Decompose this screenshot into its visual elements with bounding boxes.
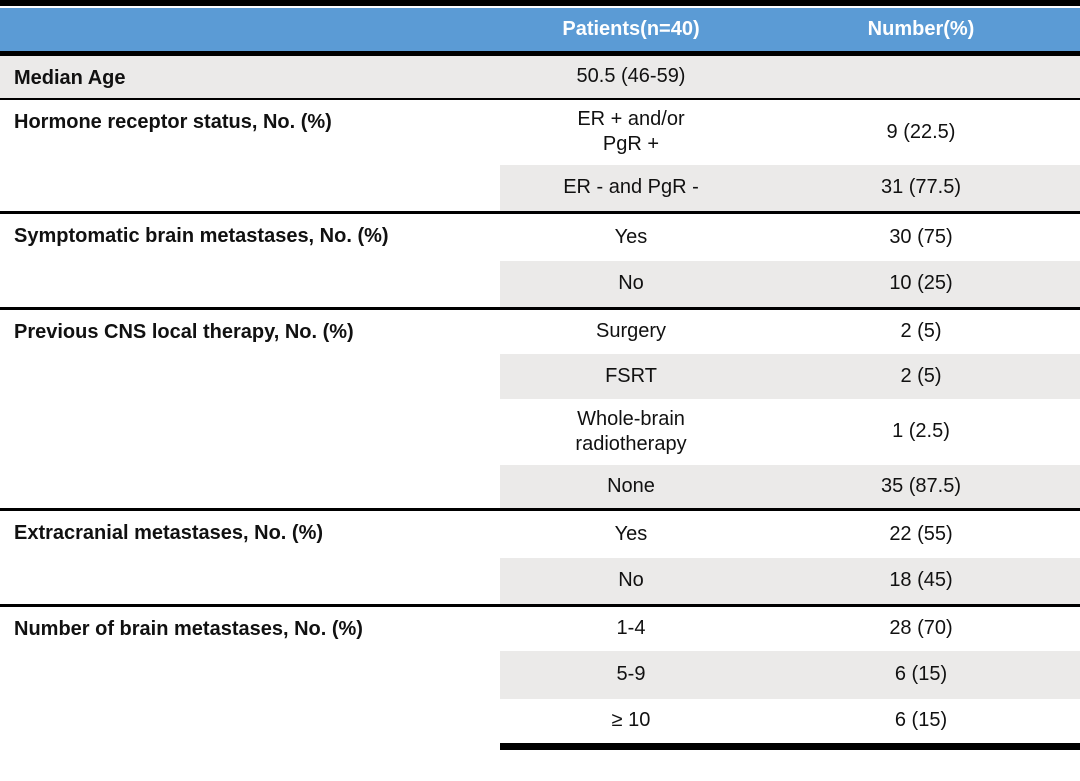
table-header-row: Patients(n=40) Number(%) bbox=[0, 8, 1080, 56]
patients-cell: No bbox=[500, 260, 762, 309]
patients-cell: No bbox=[500, 557, 762, 606]
table-row: ≥ 10 6 (15) bbox=[0, 698, 1080, 750]
patients-cell: Surgery bbox=[500, 307, 762, 354]
number-cell: 1 (2.5) bbox=[892, 420, 950, 442]
table-row: Symptomatic brain metastases, No. (%) Ye… bbox=[0, 211, 1080, 309]
patients-cell: 1-4 bbox=[500, 604, 762, 651]
top-rule bbox=[0, 0, 1080, 6]
patient-characteristics-table: Patients(n=40) Number(%) Median Age 50.5… bbox=[0, 8, 1080, 750]
table-row: ER - and PgR - 31 (77.5) bbox=[0, 164, 1080, 213]
patients-cell: 5-9 bbox=[500, 650, 762, 699]
table-row: No 18 (45) bbox=[0, 557, 1080, 606]
row-label: Previous CNS local therapy, No. (%) bbox=[0, 307, 500, 510]
patients-cell: FSRT bbox=[500, 353, 762, 399]
header-empty-cell bbox=[0, 8, 500, 56]
table-row: Extracranial metastases, No. (%) Yes 22 … bbox=[0, 508, 1080, 606]
table-row: Whole-brain radiotherapy 1 (2.5) bbox=[0, 399, 1080, 465]
header-number-cell: Number(%) bbox=[762, 8, 1080, 56]
table-row: Median Age 50.5 (46-59) bbox=[0, 53, 1080, 100]
patients-cell: ≥ 10 bbox=[500, 698, 762, 750]
number-cell bbox=[762, 53, 1080, 100]
table-row: 5-9 6 (15) bbox=[0, 650, 1080, 699]
table-row: Previous CNS local therapy, No. (%) Surg… bbox=[0, 307, 1080, 510]
header-patients-cell: Patients(n=40) bbox=[500, 8, 762, 56]
patients-cell: ER - and PgR - bbox=[500, 164, 762, 213]
number-cell: 30 (75) bbox=[762, 211, 1080, 261]
number-cell: 6 (15) bbox=[762, 650, 1080, 699]
number-cell: 10 (25) bbox=[762, 260, 1080, 309]
patients-cell: 50.5 (46-59) bbox=[500, 53, 762, 100]
number-cell: 31 (77.5) bbox=[762, 164, 1080, 213]
patients-cell: None bbox=[500, 464, 762, 510]
patients-cell: Yes bbox=[500, 508, 762, 558]
patients-cell: Yes bbox=[500, 211, 762, 261]
row-label: Number of brain metastases, No. (%) bbox=[0, 604, 500, 747]
number-cell: 35 (87.5) bbox=[762, 464, 1080, 510]
number-cell: 2 (5) bbox=[762, 307, 1080, 354]
row-label: Median Age bbox=[0, 53, 500, 100]
number-cell: 6 (15) bbox=[762, 698, 1080, 750]
number-cell: 28 (70) bbox=[762, 604, 1080, 651]
table-row: Number of brain metastases, No. (%) 1-4 … bbox=[0, 604, 1080, 747]
number-cell: 9 (22.5) bbox=[886, 120, 956, 143]
patients-cell: ER + and/or PgR + bbox=[577, 108, 685, 155]
table-row: None 35 (87.5) bbox=[0, 464, 1080, 510]
row-label: Extracranial metastases, No. (%) bbox=[0, 508, 500, 606]
row-label: Symptomatic brain metastases, No. (%) bbox=[0, 211, 500, 309]
number-cell: 22 (55) bbox=[762, 508, 1080, 558]
number-cell: 2 (5) bbox=[762, 353, 1080, 399]
row-label: Hormone receptor status, No. (%) bbox=[0, 98, 500, 213]
patients-cell: Whole-brain radiotherapy bbox=[575, 407, 687, 455]
table-row: FSRT 2 (5) bbox=[0, 353, 1080, 399]
table-row: No 10 (25) bbox=[0, 260, 1080, 309]
table-row: Hormone receptor status, No. (%) ER + an… bbox=[0, 98, 1080, 213]
number-cell: 18 (45) bbox=[762, 557, 1080, 606]
